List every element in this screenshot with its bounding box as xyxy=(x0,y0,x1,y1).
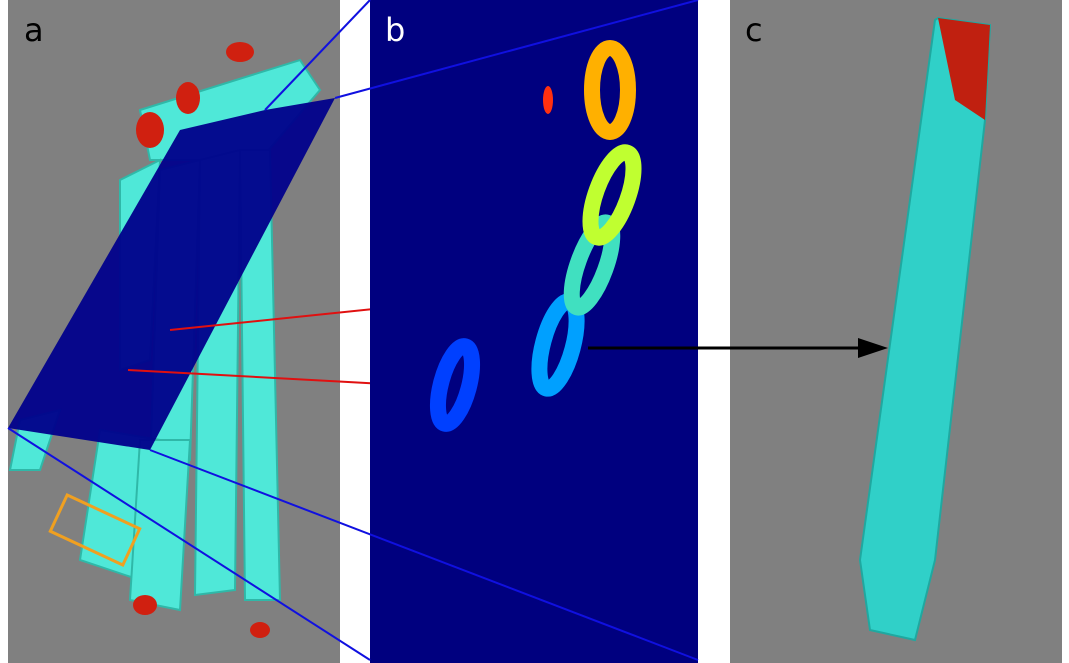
panel-b-background xyxy=(370,0,698,663)
panel-label: b xyxy=(385,11,405,49)
panel-label: c xyxy=(745,11,763,49)
figure: a b c xyxy=(0,0,1069,663)
small-section xyxy=(543,86,553,114)
panel-label: a xyxy=(24,11,44,49)
